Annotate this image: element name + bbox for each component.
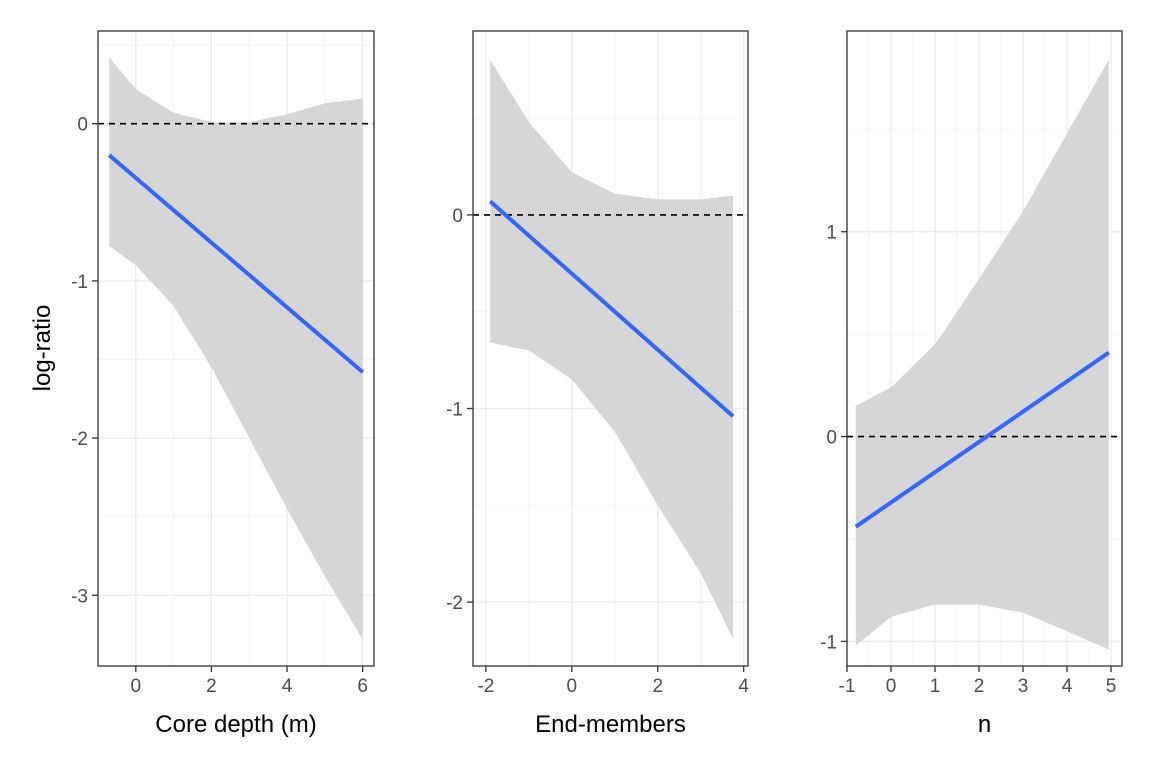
x-tick-label: 4: [282, 676, 293, 697]
fit-line: [488, 199, 735, 418]
confidence-ribbon: [109, 57, 363, 640]
x-tick-label: 0: [131, 676, 142, 697]
panel-end-members: -2 0 2 4 0 -1 -2 End-members: [446, 30, 749, 738]
x-tick-label: 5: [1106, 676, 1117, 697]
panel-border: [97, 30, 375, 667]
fit-line: [107, 153, 365, 374]
x-tick-label: -1: [839, 676, 856, 697]
y-tick-label: -2: [446, 593, 463, 614]
y-tick-label: -1: [820, 632, 837, 653]
x-axis-title: End-members: [535, 711, 686, 738]
y-tick-label: 0: [826, 428, 837, 449]
x-axis-title: n: [978, 711, 991, 738]
x-tick-label: 3: [1018, 676, 1029, 697]
confidence-ribbon: [490, 60, 733, 639]
confidence-ribbon: [855, 59, 1109, 650]
x-tick-label: 0: [567, 676, 578, 697]
x-tick-label: 4: [1062, 676, 1073, 697]
x-tick-label: 6: [357, 676, 368, 697]
y-tick-label: -2: [71, 429, 88, 450]
x-tick-label: 2: [652, 676, 663, 697]
y-tick-label: 0: [77, 115, 88, 136]
fit-line: [854, 350, 1110, 529]
panel-border: [846, 30, 1123, 667]
x-tick-label: -2: [477, 676, 494, 697]
x-tick-label: 1: [930, 676, 941, 697]
y-tick-label: 1: [826, 223, 837, 244]
y-tick-label: 0: [452, 206, 463, 227]
y-tick-label: -3: [71, 586, 88, 607]
x-tick-label: 0: [886, 676, 897, 697]
x-tick-label: 4: [738, 676, 749, 697]
panel-core-depth: 0 2 4 6 0 -1 -2 -3 Core depth (m): [71, 30, 375, 738]
x-axis-title: Core depth (m): [155, 711, 316, 738]
y-tick-label: -1: [71, 272, 88, 293]
panel-border: [472, 30, 749, 667]
x-tick-label: 2: [974, 676, 985, 697]
x-tick-label: 2: [206, 676, 217, 697]
panel-n: -1 0 1 2 3 4 5 1 0 -1 n: [820, 30, 1123, 738]
y-axis-title: log-ratio: [29, 305, 56, 392]
y-tick-label: -1: [446, 400, 463, 421]
